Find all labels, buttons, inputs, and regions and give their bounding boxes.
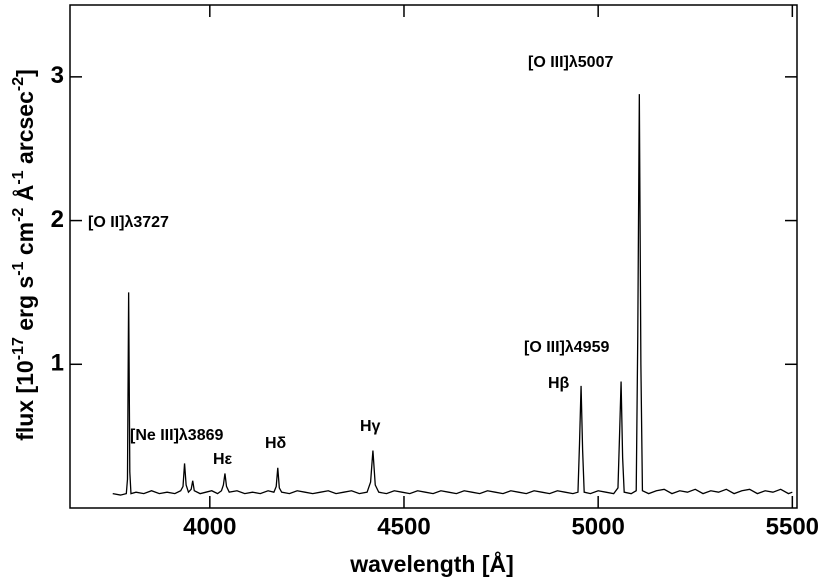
y-axis-label-part: -1	[10, 261, 27, 275]
line-annotation: Hδ	[265, 435, 287, 452]
spectrum-line	[112, 94, 793, 496]
y-axis-label-part: arcsec	[12, 91, 38, 171]
y-tick-label: 3	[51, 62, 64, 89]
x-tick-label: 5000	[571, 513, 624, 540]
y-axis-label-part: erg s	[12, 276, 38, 337]
y-axis-label: flux [10-17 erg s-1 cm-2 Å-1 arcsec-2]	[10, 69, 38, 441]
y-axis-label-part: ]	[12, 69, 38, 77]
line-annotation: Hγ	[360, 418, 381, 435]
y-axis-label-part: Å	[11, 185, 38, 208]
y-axis-label-part: flux [10	[12, 360, 38, 441]
y-tick-label: 2	[51, 206, 64, 233]
y-axis-label-part: -1	[10, 170, 27, 184]
x-tick-label: 5500	[766, 513, 819, 540]
plot-frame	[69, 4, 798, 509]
y-tick-label: 1	[51, 350, 64, 377]
line-annotation: Hε	[213, 451, 233, 468]
line-annotation: [O III]λ4959	[524, 339, 609, 356]
line-annotation: [O III]λ5007	[528, 54, 613, 71]
y-axis-label-part: -2	[10, 77, 27, 91]
y-axis-label-part: cm	[12, 222, 38, 262]
x-tick-label: 4500	[377, 513, 430, 540]
y-axis-label-part: -2	[10, 208, 27, 222]
x-tick-label: 4000	[183, 513, 236, 540]
line-annotation: Hβ	[548, 375, 570, 392]
x-axis-label: wavelength [Å]	[349, 550, 514, 577]
y-axis-label-part: -17	[10, 337, 27, 360]
line-annotation: [Ne III]λ3869	[130, 427, 223, 444]
line-annotation: [O II]λ3727	[88, 214, 169, 231]
